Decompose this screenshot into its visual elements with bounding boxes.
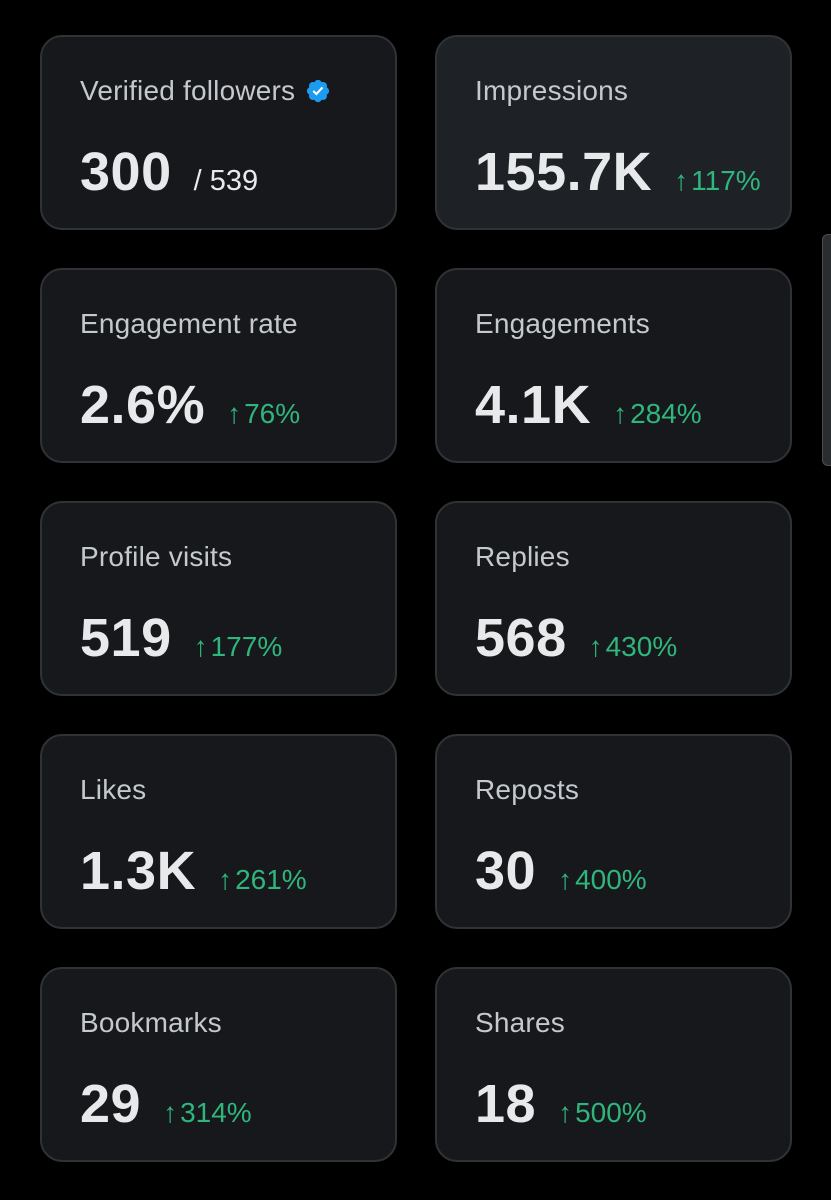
reposts-label: Reposts: [475, 774, 580, 805]
engagement-rate-card[interactable]: Engagement rate 2.6% ↑ 76%: [40, 268, 397, 463]
engagement-rate-value: 2.6%: [80, 375, 206, 435]
value-row: 4.1K ↑ 284%: [475, 374, 702, 436]
value-row: 155.7K ↑ 117%: [475, 141, 761, 203]
arrow-up-icon: ↑: [193, 631, 208, 662]
replies-label: Replies: [475, 541, 570, 572]
bookmarks-label: Bookmarks: [80, 1007, 222, 1038]
change-percent: 76%: [244, 398, 301, 429]
impressions-value: 155.7K: [475, 142, 653, 202]
change-percent: 261%: [235, 864, 307, 895]
likes-label: Likes: [80, 774, 147, 805]
likes-card[interactable]: Likes 1.3K ↑ 261%: [40, 734, 397, 929]
engagement-rate-change: ↑ 76%: [227, 398, 300, 430]
verified-followers-value: 300: [80, 142, 172, 202]
bookmarks-card[interactable]: Bookmarks 29 ↑ 314%: [40, 967, 397, 1162]
bookmarks-change: ↑ 314%: [163, 1097, 252, 1129]
change-percent: 500%: [575, 1097, 647, 1128]
engagements-change: ↑ 284%: [613, 398, 702, 430]
verified-badge-icon: [305, 78, 331, 104]
arrow-up-icon: ↑: [218, 864, 233, 895]
impressions-change: ↑ 117%: [674, 165, 761, 197]
likes-change: ↑ 261%: [218, 864, 307, 896]
value-row: 30 ↑ 400%: [475, 840, 647, 902]
shares-value: 18: [475, 1074, 537, 1134]
arrow-up-icon: ↑: [558, 1097, 573, 1128]
arrow-up-icon: ↑: [613, 398, 628, 429]
profile-visits-label: Profile visits: [80, 541, 233, 572]
profile-visits-change: ↑ 177%: [194, 631, 283, 663]
value-row: 568 ↑ 430%: [475, 607, 677, 669]
analytics-grid: Verified followers 300 / 539 Impressions…: [40, 35, 792, 1162]
replies-change: ↑ 430%: [589, 631, 678, 663]
shares-label: Shares: [475, 1007, 565, 1038]
scrollbar-handle[interactable]: [822, 234, 831, 466]
arrow-up-icon: ↑: [674, 165, 689, 196]
value-row: 519 ↑ 177%: [80, 607, 282, 669]
reposts-value: 30: [475, 841, 537, 901]
arrow-up-icon: ↑: [227, 398, 242, 429]
engagements-card[interactable]: Engagements 4.1K ↑ 284%: [435, 268, 792, 463]
arrow-up-icon: ↑: [588, 631, 603, 662]
impressions-card[interactable]: Impressions 155.7K ↑ 117%: [435, 35, 792, 230]
change-percent: 430%: [605, 631, 678, 662]
value-row: 1.3K ↑ 261%: [80, 840, 307, 902]
value-row: 18 ↑ 500%: [475, 1073, 647, 1135]
change-percent: 314%: [180, 1097, 252, 1128]
change-percent: 177%: [210, 631, 283, 662]
replies-value: 568: [475, 608, 567, 668]
bookmarks-value: 29: [80, 1074, 142, 1134]
replies-card[interactable]: Replies 568 ↑ 430%: [435, 501, 792, 696]
engagements-label: Engagements: [475, 308, 650, 339]
profile-visits-value: 519: [80, 608, 172, 668]
shares-card[interactable]: Shares 18 ↑ 500%: [435, 967, 792, 1162]
card-label: Verified followers: [80, 75, 331, 107]
change-percent: 117%: [691, 165, 761, 196]
reposts-change: ↑ 400%: [558, 864, 647, 896]
arrow-up-icon: ↑: [558, 864, 573, 895]
total-followers-value: / 539: [193, 165, 259, 197]
engagement-rate-label: Engagement rate: [80, 308, 298, 339]
engagements-value: 4.1K: [475, 375, 592, 435]
impressions-label: Impressions: [475, 75, 629, 106]
verified-followers-label: Verified followers: [80, 75, 296, 106]
reposts-card[interactable]: Reposts 30 ↑ 400%: [435, 734, 792, 929]
shares-change: ↑ 500%: [558, 1097, 647, 1129]
change-percent: 284%: [630, 398, 702, 429]
value-row: 2.6% ↑ 76%: [80, 374, 300, 436]
verified-followers-card[interactable]: Verified followers 300 / 539: [40, 35, 397, 230]
value-row: 29 ↑ 314%: [80, 1073, 252, 1135]
arrow-up-icon: ↑: [163, 1097, 178, 1128]
change-percent: 400%: [575, 864, 647, 895]
value-row: 300 / 539: [80, 141, 258, 203]
likes-value: 1.3K: [80, 841, 197, 901]
profile-visits-card[interactable]: Profile visits 519 ↑ 177%: [40, 501, 397, 696]
